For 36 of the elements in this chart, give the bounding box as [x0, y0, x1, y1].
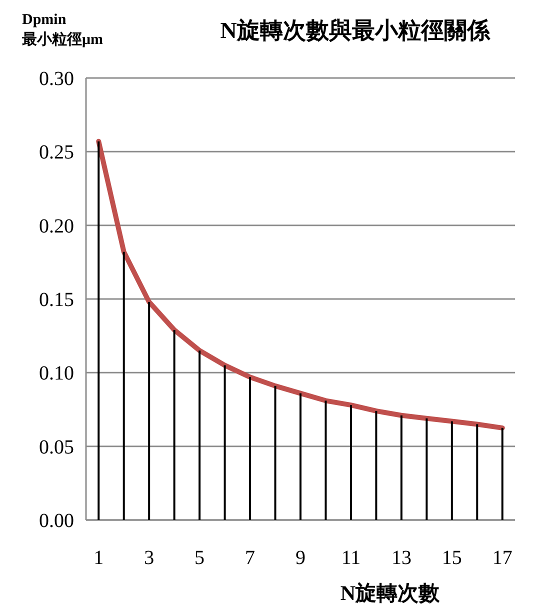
chart-title: N旋轉次數與最小粒徑關係	[220, 18, 491, 43]
x-axis-title: N旋轉次數	[340, 581, 441, 605]
bar	[324, 400, 327, 520]
bar	[476, 424, 478, 520]
y-tick-label: 0.25	[39, 142, 74, 164]
x-tick-label: 17	[492, 547, 512, 569]
bar	[501, 428, 504, 520]
bar	[300, 393, 302, 520]
x-tick-label: 13	[391, 547, 412, 569]
y-tick-label: 0.10	[39, 362, 74, 385]
bar	[122, 252, 125, 520]
x-tick-label: 15	[442, 547, 462, 569]
x-tick-label: 11	[341, 547, 361, 569]
bar	[249, 377, 252, 520]
x-tick-label: 9	[296, 547, 306, 569]
x-tick-label: 3	[144, 547, 154, 569]
y-tick-label: 0.05	[39, 436, 74, 458]
y-tick-label: 0.00	[39, 510, 74, 532]
y-axis-title: Dpmin 最小粒徑μm	[21, 12, 104, 48]
bar	[375, 410, 378, 520]
bar	[400, 415, 402, 520]
y-tick-label: 0.15	[39, 289, 74, 311]
bar	[198, 350, 201, 520]
bar	[274, 386, 276, 520]
x-tick-label: 1	[94, 547, 104, 569]
bar	[148, 302, 150, 520]
bar	[350, 405, 352, 520]
bar	[98, 141, 100, 520]
y-tick-label: 0.30	[39, 68, 74, 90]
bar	[224, 365, 226, 520]
bar	[450, 421, 453, 520]
bar	[426, 418, 428, 520]
x-tick-label: 7	[245, 547, 256, 569]
bar	[173, 330, 176, 520]
x-tick-label: 5	[194, 547, 205, 569]
y-tick-label: 0.20	[39, 215, 74, 238]
